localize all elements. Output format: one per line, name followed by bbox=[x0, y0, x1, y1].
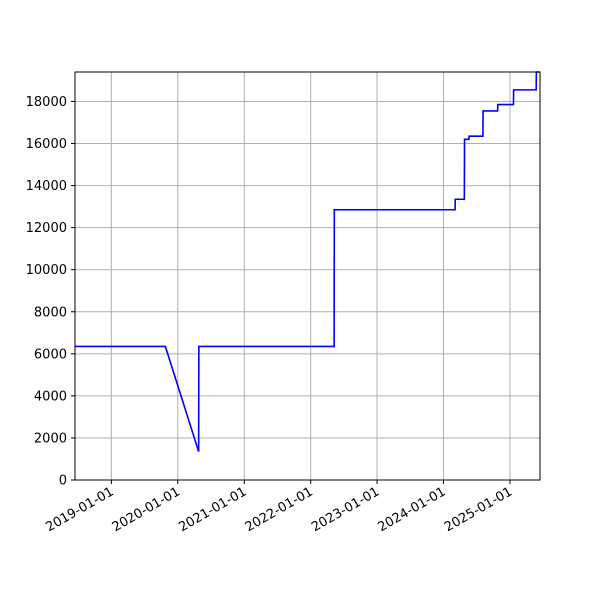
x-tick-label: 2023-01-01 bbox=[309, 484, 382, 535]
y-tick-label: 6000 bbox=[34, 347, 67, 362]
series-line bbox=[75, 71, 540, 452]
x-tick-labels: 2019-01-012020-01-012021-01-012022-01-01… bbox=[43, 484, 515, 535]
y-tick-label: 14000 bbox=[26, 179, 67, 194]
y-tick-label: 18000 bbox=[26, 95, 67, 110]
x-tick-label: 2025-01-01 bbox=[442, 484, 515, 535]
y-tick-label: 0 bbox=[59, 474, 67, 489]
y-tick-label: 10000 bbox=[26, 263, 67, 278]
x-tick-label: 2019-01-01 bbox=[43, 484, 116, 535]
y-tick-label: 16000 bbox=[26, 137, 67, 152]
y-tick-label: 12000 bbox=[26, 221, 67, 236]
y-tick-label: 2000 bbox=[34, 431, 67, 446]
x-tick-label: 2020-01-01 bbox=[110, 484, 183, 535]
x-tick-label: 2024-01-01 bbox=[375, 484, 448, 535]
x-tick-label: 2022-01-01 bbox=[243, 484, 316, 535]
y-tick-label: 4000 bbox=[34, 389, 67, 404]
y-tick-label: 8000 bbox=[34, 305, 67, 320]
y-tick-labels: 0 2000 4000 6000 8000 10000 12000 14000 16000 180… bbox=[26, 95, 67, 489]
x-tick-label: 2021-01-01 bbox=[176, 484, 249, 535]
axis-ticks bbox=[71, 100, 511, 484]
series-layer bbox=[75, 71, 540, 452]
plot-frame bbox=[74, 71, 541, 481]
grid bbox=[75, 72, 540, 481]
